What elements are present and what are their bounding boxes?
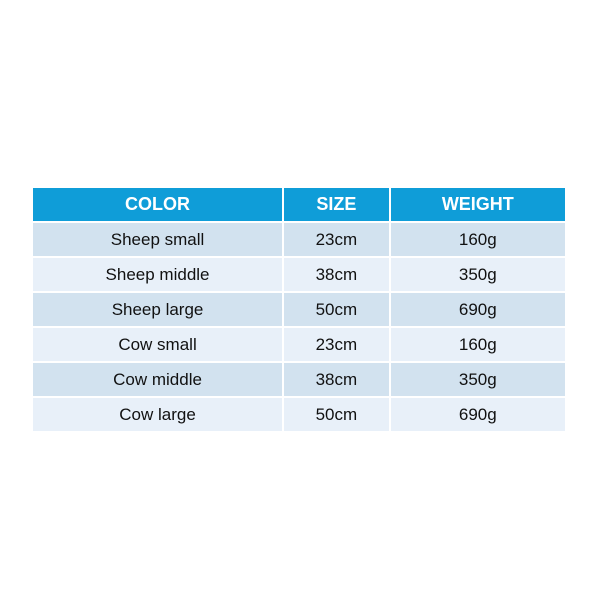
header-color: COLOR: [33, 188, 285, 223]
cell-color: Sheep middle: [33, 257, 285, 293]
table-row: Sheep small 23cm 160g: [33, 222, 565, 258]
table-row: Cow small 23cm 160g: [33, 327, 565, 363]
cell-weight: 690g: [389, 292, 565, 328]
cell-weight: 350g: [389, 257, 565, 293]
table-row: Sheep middle 38cm 350g: [33, 257, 565, 293]
header-weight: WEIGHT: [389, 188, 565, 223]
cell-color: Cow large: [33, 397, 285, 433]
cell-weight: 690g: [389, 397, 565, 433]
table-row: Cow middle 38cm 350g: [33, 362, 565, 398]
cell-color: Sheep small: [33, 222, 285, 258]
cell-weight: 160g: [389, 222, 565, 258]
cell-size: 50cm: [283, 397, 391, 433]
cell-size: 23cm: [283, 222, 391, 258]
cell-color: Sheep large: [33, 292, 285, 328]
cell-color: Cow small: [33, 327, 285, 363]
table-row: Sheep large 50cm 690g: [33, 292, 565, 328]
cell-size: 38cm: [283, 257, 391, 293]
cell-color: Cow middle: [33, 362, 285, 398]
cell-weight: 160g: [389, 327, 565, 363]
cell-size: 38cm: [283, 362, 391, 398]
product-table: COLOR SIZE WEIGHT Sheep small 23cm 160g She…: [33, 188, 565, 433]
table-row: Cow large 50cm 690g: [33, 397, 565, 433]
cell-size: 23cm: [283, 327, 391, 363]
cell-weight: 350g: [389, 362, 565, 398]
header-row: COLOR SIZE WEIGHT: [33, 188, 565, 223]
header-size: SIZE: [283, 188, 391, 223]
cell-size: 50cm: [283, 292, 391, 328]
